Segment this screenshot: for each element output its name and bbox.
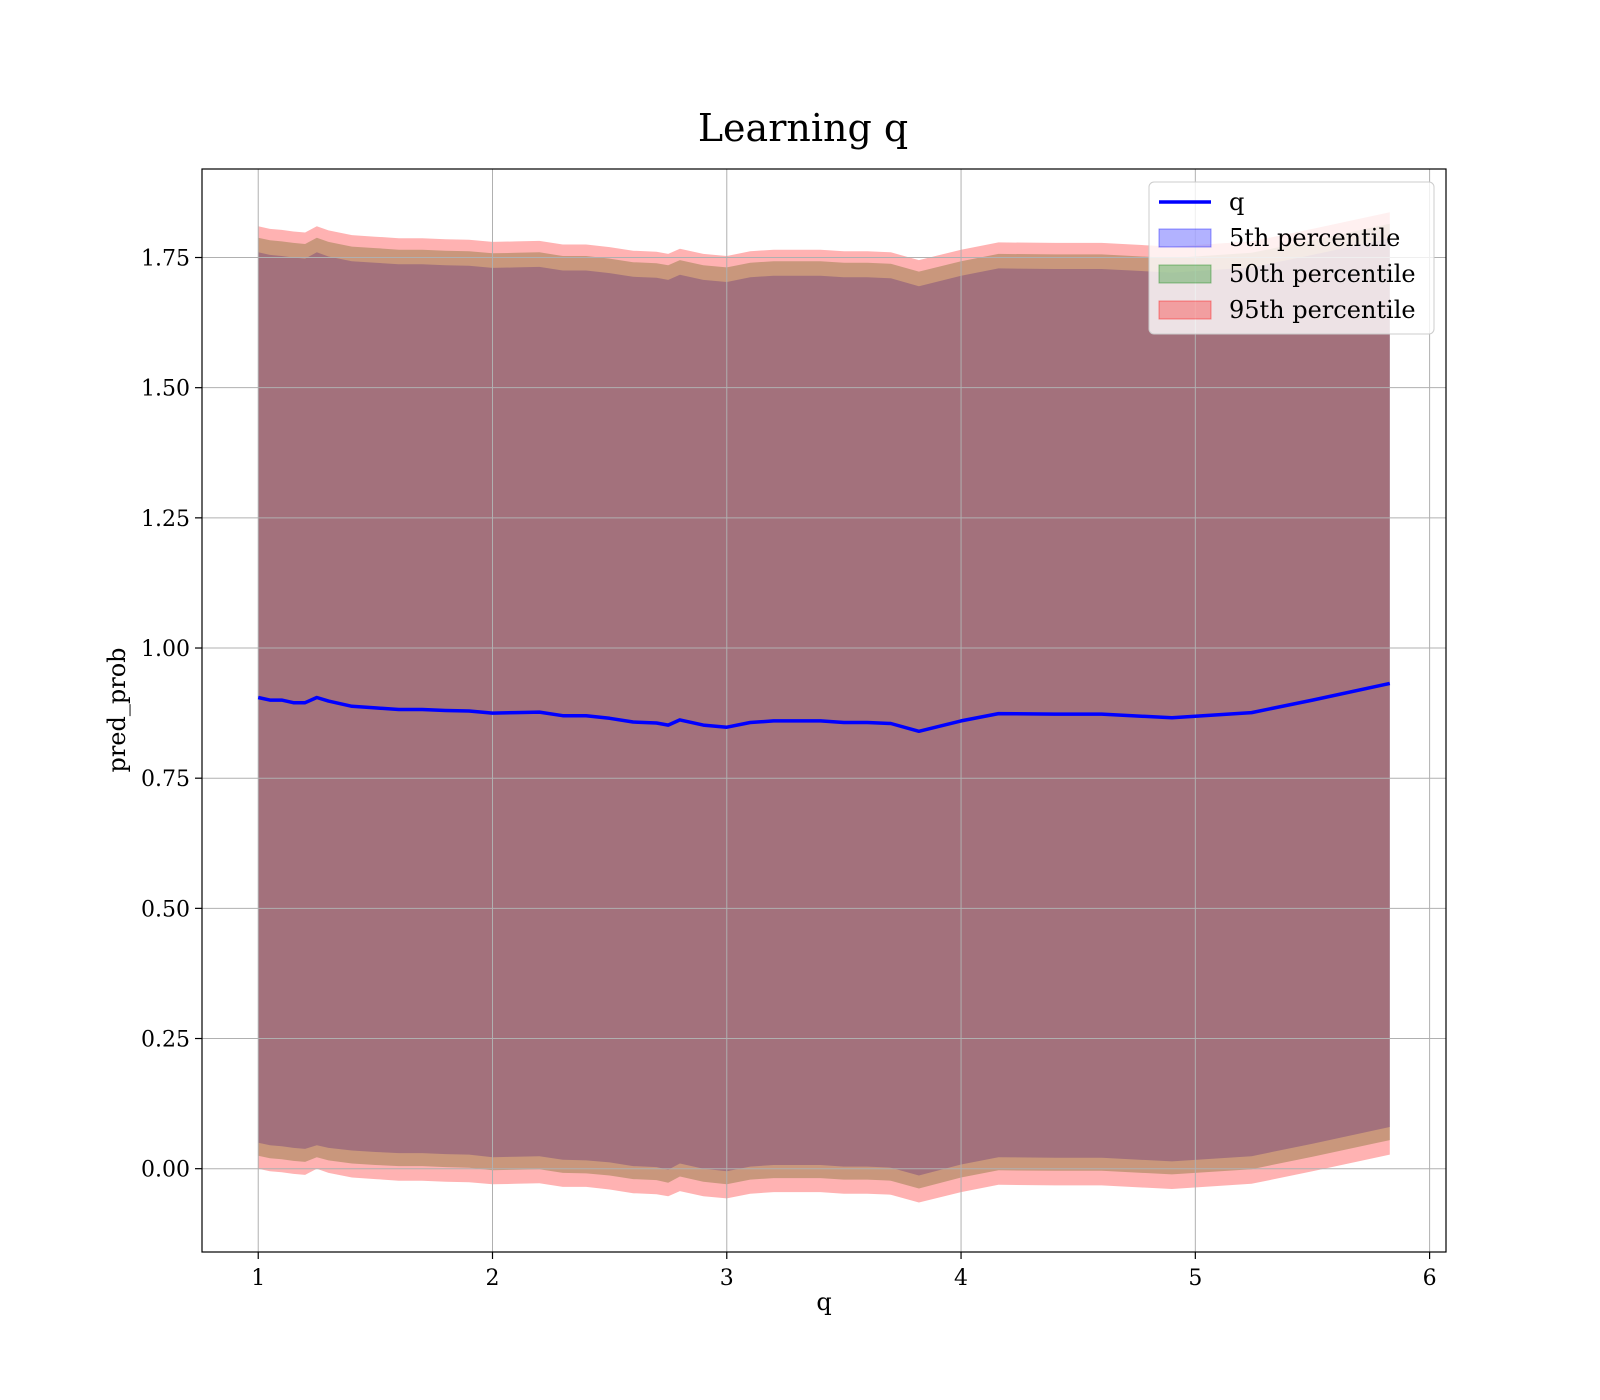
x-tick-label: 2 [486, 1266, 500, 1291]
legend-label: 95th percentile [1229, 296, 1416, 324]
band-series-2 [258, 223, 1390, 1189]
plot-frame [201, 168, 1447, 1253]
x-axis-label: q [816, 1288, 831, 1316]
line-series-0 [257, 681, 1391, 734]
x-tick-label: 6 [1423, 1266, 1437, 1291]
legend-label: 50th percentile [1229, 260, 1416, 288]
x-tick-label: 4 [954, 1266, 968, 1291]
y-tick-label: 0.75 [141, 767, 190, 792]
x-tick-label: 3 [720, 1266, 734, 1291]
chart-title: Learning q [698, 106, 908, 150]
x-tick-label: 1 [251, 1266, 265, 1291]
legend-band-swatch [1158, 228, 1212, 248]
band-series-1 [258, 238, 1390, 1176]
x-tick-label: 5 [1188, 1266, 1202, 1291]
series-lines [257, 681, 1391, 734]
y-axis-ticks: 0.00 0.25 0.50 0.75 1.00 1.25 1.50 1.75 [141, 247, 202, 1183]
y-tick-label: 1.00 [141, 637, 190, 662]
grid-lines [202, 169, 1446, 1252]
percentile-bands [258, 212, 1390, 1203]
y-axis-label: pred_prob [103, 647, 131, 772]
legend-label: q [1229, 188, 1244, 216]
y-tick-label: 1.75 [141, 247, 190, 272]
legend: q 5th percentile 50th percentile 95th perce… [1148, 181, 1435, 335]
legend-label: 5th percentile [1229, 224, 1400, 252]
legend-box [1148, 181, 1435, 335]
y-tick-label: 1.50 [141, 377, 190, 402]
y-tick-label: 0.00 [141, 1158, 190, 1183]
y-tick-label: 0.25 [141, 1028, 190, 1053]
legend-band-swatch [1158, 264, 1212, 284]
legend-band-swatch [1158, 300, 1212, 320]
y-tick-label: 1.25 [141, 507, 190, 532]
band-series-3 [258, 212, 1390, 1203]
y-tick-label: 0.50 [141, 897, 190, 922]
x-axis-ticks: 1 2 3 4 5 6 [251, 1252, 1437, 1291]
